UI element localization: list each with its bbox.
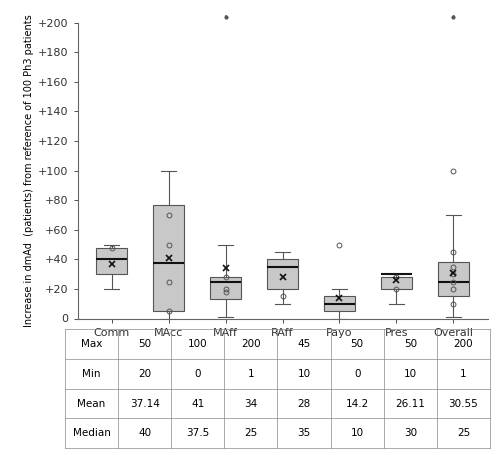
Y-axis label: Increase in dmAd  (patients) from reference of 100 Ph3 patients: Increase in dmAd (patients) from referen… <box>24 14 34 327</box>
Text: 10: 10 <box>404 369 417 379</box>
PathPatch shape <box>153 205 184 311</box>
Text: 0: 0 <box>194 369 201 379</box>
Text: 50: 50 <box>138 339 151 349</box>
Text: 50: 50 <box>404 339 417 349</box>
Text: 20: 20 <box>138 369 151 379</box>
Text: 28: 28 <box>298 399 310 409</box>
Text: Max: Max <box>81 339 102 349</box>
Text: 25: 25 <box>244 428 258 438</box>
Text: 26.11: 26.11 <box>396 399 425 409</box>
PathPatch shape <box>324 296 355 311</box>
Text: 45: 45 <box>298 339 310 349</box>
Text: 34: 34 <box>244 399 258 409</box>
PathPatch shape <box>210 277 241 299</box>
PathPatch shape <box>96 248 128 274</box>
PathPatch shape <box>438 262 469 296</box>
Text: ·: · <box>224 11 228 21</box>
Text: 10: 10 <box>298 369 310 379</box>
PathPatch shape <box>267 259 298 289</box>
Text: ·: · <box>452 11 455 21</box>
Text: 35: 35 <box>298 428 310 438</box>
Text: 100: 100 <box>188 339 208 349</box>
Text: Mean: Mean <box>78 399 106 409</box>
Text: 41: 41 <box>191 399 204 409</box>
Text: Min: Min <box>82 369 101 379</box>
Text: 30: 30 <box>404 428 417 438</box>
Text: 1: 1 <box>460 369 467 379</box>
Text: 200: 200 <box>241 339 261 349</box>
PathPatch shape <box>380 277 412 289</box>
Text: 200: 200 <box>454 339 473 349</box>
Text: 14.2: 14.2 <box>346 399 369 409</box>
Text: Median: Median <box>72 428 110 438</box>
Text: 30.55: 30.55 <box>448 399 478 409</box>
Text: 10: 10 <box>350 428 364 438</box>
Text: 50: 50 <box>350 339 364 349</box>
Text: 37.5: 37.5 <box>186 428 210 438</box>
Text: 1: 1 <box>248 369 254 379</box>
Text: 40: 40 <box>138 428 151 438</box>
Text: 25: 25 <box>457 428 470 438</box>
Text: 0: 0 <box>354 369 360 379</box>
Text: 37.14: 37.14 <box>130 399 160 409</box>
